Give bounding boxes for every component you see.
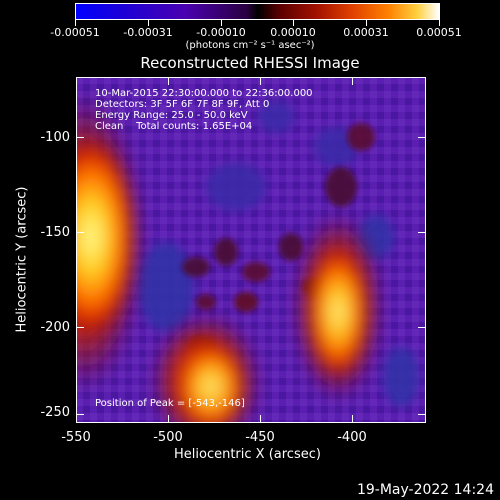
x-tick-label: -400	[337, 430, 367, 445]
x-tick-label: -550	[61, 430, 91, 445]
colorbar-tick-label: 0.00051	[416, 26, 462, 39]
overlay-peak-position: Position of Peak = [-543,-146]	[95, 398, 245, 409]
image-panel	[76, 77, 426, 423]
colorbar-tick-label: 0.00010	[270, 26, 316, 39]
overlay-clean-counts: Clean Total counts: 1.65E+04	[95, 121, 253, 132]
colorbar-ticks	[75, 20, 440, 26]
rhessi-image	[76, 77, 426, 423]
x-tick-label: -500	[153, 430, 183, 445]
colorbar-tick-label: -0.00051	[50, 26, 100, 39]
x-tick-label: -450	[245, 430, 275, 445]
colorbar-units: (photons cm⁻² s⁻¹ asec⁻²)	[185, 40, 315, 51]
colorbar-tick-label: -0.00010	[196, 26, 246, 39]
y-tick-label: -150	[40, 225, 70, 240]
overlay-time-range: 10-Mar-2015 22:30:00.000 to 22:36:00.000	[95, 88, 313, 99]
colorbar	[75, 3, 440, 20]
x-axis-title: Heliocentric X (arcsec)	[174, 447, 321, 462]
colorbar-tick-label: 0.00031	[343, 26, 389, 39]
y-tick-label: -250	[40, 405, 70, 420]
plot-frame	[76, 77, 426, 423]
footer-date: 19-May-2022 14:24	[356, 482, 494, 498]
overlay-energy-range: Energy Range: 25.0 - 50.0 keV	[95, 110, 248, 121]
overlay-detectors: Detectors: 3F 5F 6F 7F 8F 9F, Att 0	[95, 99, 270, 110]
plot-title: Reconstructed RHESSI Image	[140, 54, 360, 72]
y-tick-label: -200	[40, 320, 70, 335]
y-tick-label: -100	[40, 130, 70, 145]
colorbar-tick-label: -0.00031	[123, 26, 173, 39]
y-axis-title: Heliocentric Y (arcsec)	[14, 186, 30, 333]
